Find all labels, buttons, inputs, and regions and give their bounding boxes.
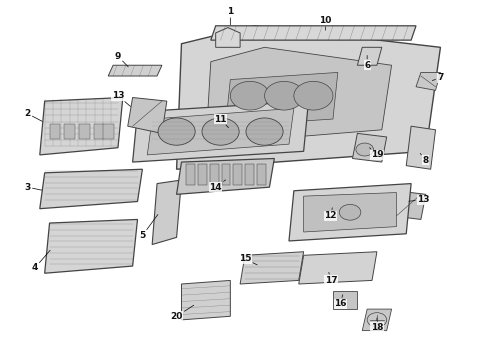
Text: 17: 17 <box>325 272 337 285</box>
Polygon shape <box>147 108 294 155</box>
Polygon shape <box>133 101 309 162</box>
Polygon shape <box>304 193 396 232</box>
Polygon shape <box>103 125 114 139</box>
Polygon shape <box>416 72 441 90</box>
Polygon shape <box>233 164 242 185</box>
Polygon shape <box>79 125 90 139</box>
Circle shape <box>246 118 283 145</box>
Text: 9: 9 <box>115 52 128 67</box>
Polygon shape <box>128 98 167 134</box>
Circle shape <box>158 118 195 145</box>
Polygon shape <box>257 164 266 185</box>
Polygon shape <box>245 164 254 185</box>
Polygon shape <box>333 291 357 309</box>
Text: 12: 12 <box>324 208 337 220</box>
Polygon shape <box>357 47 382 65</box>
Polygon shape <box>176 26 441 169</box>
Text: 14: 14 <box>209 180 226 192</box>
Polygon shape <box>211 26 416 40</box>
Polygon shape <box>152 180 181 244</box>
Polygon shape <box>210 164 219 185</box>
Polygon shape <box>186 164 195 185</box>
Polygon shape <box>392 191 426 220</box>
Circle shape <box>356 143 373 156</box>
Text: 16: 16 <box>334 295 346 308</box>
Polygon shape <box>181 280 230 320</box>
Text: 4: 4 <box>32 250 50 273</box>
Polygon shape <box>299 252 377 284</box>
Text: 6: 6 <box>364 55 370 70</box>
Polygon shape <box>216 28 240 47</box>
Polygon shape <box>225 72 338 126</box>
Text: 2: 2 <box>24 109 42 121</box>
Polygon shape <box>64 125 75 139</box>
Circle shape <box>265 81 304 110</box>
Text: 10: 10 <box>319 16 332 30</box>
Circle shape <box>202 118 239 145</box>
Polygon shape <box>45 220 138 273</box>
Circle shape <box>339 204 361 220</box>
Polygon shape <box>40 169 143 209</box>
Text: 7: 7 <box>432 73 443 82</box>
Text: 18: 18 <box>370 318 383 332</box>
Polygon shape <box>289 184 411 241</box>
Polygon shape <box>221 164 230 185</box>
Text: 13: 13 <box>112 91 130 107</box>
Text: 8: 8 <box>420 153 429 165</box>
Polygon shape <box>240 252 304 284</box>
Text: 3: 3 <box>24 183 42 192</box>
Text: 5: 5 <box>139 215 158 240</box>
Polygon shape <box>49 125 60 139</box>
Polygon shape <box>352 134 387 162</box>
Text: 20: 20 <box>171 305 194 321</box>
Circle shape <box>230 81 270 110</box>
Text: 11: 11 <box>214 114 228 128</box>
Polygon shape <box>406 126 436 169</box>
Text: 15: 15 <box>239 255 257 265</box>
Text: 19: 19 <box>369 148 383 159</box>
Circle shape <box>294 81 333 110</box>
Text: 13: 13 <box>409 195 430 204</box>
Polygon shape <box>40 98 123 155</box>
Polygon shape <box>176 158 274 194</box>
Polygon shape <box>206 47 392 144</box>
Polygon shape <box>198 164 207 185</box>
Text: 1: 1 <box>227 7 233 25</box>
Polygon shape <box>362 309 392 330</box>
Polygon shape <box>94 125 104 139</box>
Polygon shape <box>108 65 162 76</box>
